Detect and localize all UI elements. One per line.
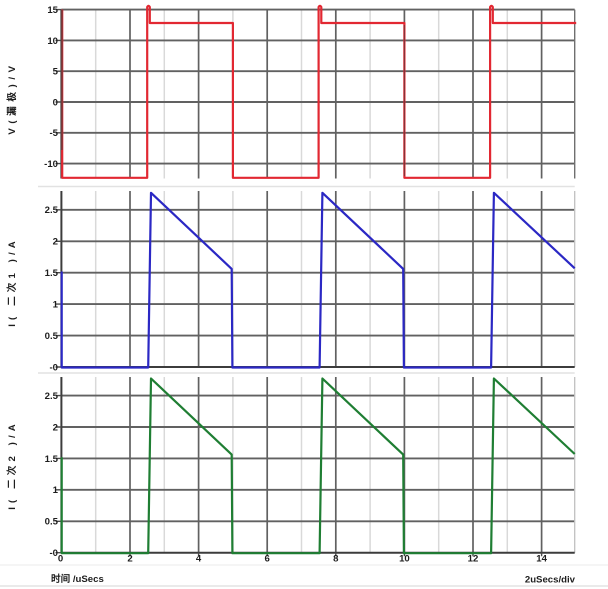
svg-text:4: 4 xyxy=(196,554,202,565)
svg-text:2uSecs/div: 2uSecs/div xyxy=(525,575,576,586)
svg-text:1: 1 xyxy=(53,300,59,311)
svg-text:1: 1 xyxy=(53,485,59,496)
svg-text:时间 /uSecs: 时间 /uSecs xyxy=(51,573,104,585)
svg-text:I( 二次2 )/A: I( 二次2 )/A xyxy=(6,420,18,510)
svg-text:8: 8 xyxy=(333,554,339,565)
svg-text:15: 15 xyxy=(47,5,58,16)
svg-text:2: 2 xyxy=(53,237,58,248)
svg-text:2.5: 2.5 xyxy=(45,205,59,216)
svg-text:0.5: 0.5 xyxy=(45,331,59,342)
svg-text:0: 0 xyxy=(53,97,58,108)
svg-text:10: 10 xyxy=(47,36,58,47)
svg-text:5: 5 xyxy=(53,67,59,78)
svg-text:-5: -5 xyxy=(49,128,58,139)
svg-text:10: 10 xyxy=(399,554,410,565)
svg-text:1.5: 1.5 xyxy=(45,268,59,279)
svg-text:12: 12 xyxy=(468,554,479,565)
svg-text:2: 2 xyxy=(127,554,132,565)
svg-text:2.5: 2.5 xyxy=(45,391,59,402)
svg-text:1.5: 1.5 xyxy=(45,454,59,465)
svg-text:2: 2 xyxy=(53,422,58,433)
svg-text:-0: -0 xyxy=(49,548,58,559)
svg-text:I( 二次1 )/A: I( 二次1 )/A xyxy=(6,237,18,327)
svg-text:0.5: 0.5 xyxy=(45,517,59,528)
svg-text:V(漏极)/V: V(漏极)/V xyxy=(6,61,18,134)
svg-text:0: 0 xyxy=(58,554,63,565)
svg-text:-0: -0 xyxy=(49,362,58,373)
svg-text:6: 6 xyxy=(265,554,270,565)
svg-text:14: 14 xyxy=(536,554,547,565)
svg-text:-10: -10 xyxy=(44,159,58,170)
